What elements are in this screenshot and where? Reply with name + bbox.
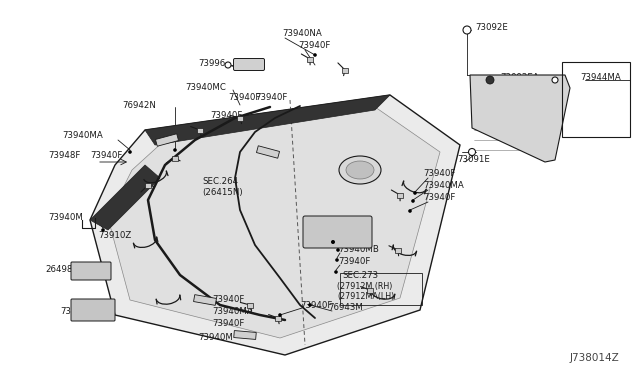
Circle shape xyxy=(408,209,412,213)
Bar xyxy=(340,273,422,305)
Text: (27912M (RH): (27912M (RH) xyxy=(337,282,392,292)
Circle shape xyxy=(308,303,312,307)
Circle shape xyxy=(412,199,415,203)
Ellipse shape xyxy=(346,161,374,179)
Polygon shape xyxy=(470,75,570,162)
FancyBboxPatch shape xyxy=(145,183,151,187)
Circle shape xyxy=(278,313,282,317)
FancyBboxPatch shape xyxy=(342,67,348,73)
Text: 73940M: 73940M xyxy=(198,333,233,341)
Text: 73940MA: 73940MA xyxy=(423,182,464,190)
Text: 73940MA: 73940MA xyxy=(212,307,253,315)
Polygon shape xyxy=(234,331,256,339)
Polygon shape xyxy=(90,95,460,355)
FancyBboxPatch shape xyxy=(71,262,111,280)
Polygon shape xyxy=(145,95,390,145)
FancyBboxPatch shape xyxy=(197,128,203,132)
Circle shape xyxy=(334,270,338,274)
Circle shape xyxy=(336,248,340,252)
Polygon shape xyxy=(90,165,160,230)
Text: (27912MA(LH): (27912MA(LH) xyxy=(337,292,394,301)
Text: 73940F: 73940F xyxy=(338,257,371,266)
Text: 73910Z: 73910Z xyxy=(98,231,131,240)
Circle shape xyxy=(463,26,471,34)
Text: 73940F: 73940F xyxy=(298,42,330,51)
Circle shape xyxy=(552,77,558,83)
Bar xyxy=(562,62,630,137)
Text: 73940F: 73940F xyxy=(212,318,244,327)
Text: 73979: 73979 xyxy=(60,308,87,317)
Text: 73940F: 73940F xyxy=(228,93,260,103)
FancyBboxPatch shape xyxy=(237,115,243,121)
Text: 73940F: 73940F xyxy=(423,170,456,179)
Text: 76943M: 76943M xyxy=(328,304,363,312)
Text: 73940F: 73940F xyxy=(90,151,122,160)
Polygon shape xyxy=(193,295,216,305)
Text: 73944MA: 73944MA xyxy=(580,73,621,81)
Circle shape xyxy=(101,228,105,232)
Circle shape xyxy=(331,240,335,244)
Text: SEC.264: SEC.264 xyxy=(202,177,238,186)
Text: 73940MB: 73940MB xyxy=(338,246,379,254)
Text: 26498X: 26498X xyxy=(45,266,78,275)
Text: 73092EA: 73092EA xyxy=(500,73,539,81)
Text: 73940M: 73940M xyxy=(48,214,83,222)
Text: 73948F: 73948F xyxy=(48,151,81,160)
Text: 76942N: 76942N xyxy=(122,100,156,109)
FancyBboxPatch shape xyxy=(367,288,373,292)
Text: SEC.273: SEC.273 xyxy=(342,272,378,280)
Text: 73940F: 73940F xyxy=(255,93,287,103)
FancyBboxPatch shape xyxy=(275,315,281,321)
Circle shape xyxy=(335,258,339,262)
Circle shape xyxy=(313,53,317,57)
Text: 73940MA: 73940MA xyxy=(62,131,103,141)
Ellipse shape xyxy=(339,156,381,184)
Text: (26415N): (26415N) xyxy=(202,189,243,198)
Circle shape xyxy=(413,191,417,195)
Circle shape xyxy=(173,148,177,152)
Text: 73940F: 73940F xyxy=(210,112,243,121)
Circle shape xyxy=(486,76,494,84)
FancyBboxPatch shape xyxy=(172,155,178,160)
Circle shape xyxy=(468,148,476,155)
Text: 73996: 73996 xyxy=(198,58,225,67)
Polygon shape xyxy=(108,107,440,338)
Polygon shape xyxy=(156,134,179,146)
Text: 73940MC: 73940MC xyxy=(185,83,226,92)
FancyBboxPatch shape xyxy=(303,216,372,248)
FancyBboxPatch shape xyxy=(247,302,253,308)
Circle shape xyxy=(225,62,231,68)
Text: 73940F: 73940F xyxy=(423,193,456,202)
FancyBboxPatch shape xyxy=(71,299,115,321)
Circle shape xyxy=(487,77,493,83)
Circle shape xyxy=(128,150,132,154)
FancyBboxPatch shape xyxy=(395,247,401,253)
Text: 73940F: 73940F xyxy=(300,301,332,310)
Text: 73940F: 73940F xyxy=(212,295,244,304)
FancyBboxPatch shape xyxy=(234,58,264,71)
Text: 73092E: 73092E xyxy=(475,23,508,32)
FancyBboxPatch shape xyxy=(307,57,313,61)
FancyBboxPatch shape xyxy=(397,192,403,198)
Polygon shape xyxy=(257,146,280,158)
Text: 73940NA: 73940NA xyxy=(282,29,322,38)
Text: J738014Z: J738014Z xyxy=(570,353,620,363)
Text: 73940F: 73940F xyxy=(338,234,371,243)
Text: 73091E: 73091E xyxy=(457,155,490,164)
